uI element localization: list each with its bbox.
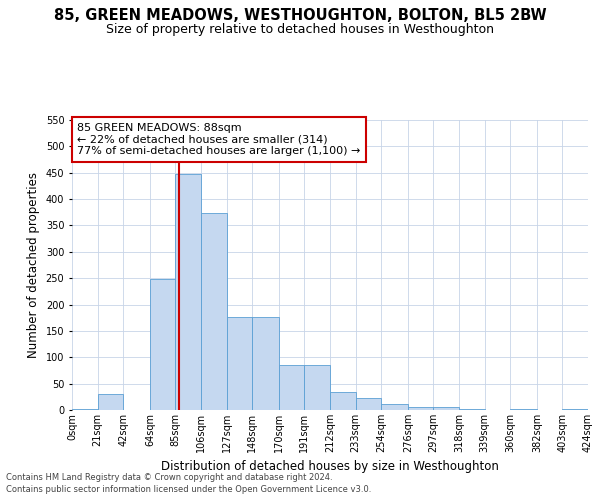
Bar xyxy=(356,398,381,410)
Bar xyxy=(330,392,356,410)
Bar xyxy=(408,408,433,410)
Text: 85, GREEN MEADOWS, WESTHOUGHTON, BOLTON, BL5 2BW: 85, GREEN MEADOWS, WESTHOUGHTON, BOLTON,… xyxy=(53,8,547,22)
Text: 85 GREEN MEADOWS: 88sqm
← 22% of detached houses are smaller (314)
77% of semi-d: 85 GREEN MEADOWS: 88sqm ← 22% of detache… xyxy=(77,123,361,156)
Bar xyxy=(252,317,279,410)
Bar xyxy=(562,409,588,410)
Y-axis label: Number of detached properties: Number of detached properties xyxy=(27,172,40,358)
Text: Size of property relative to detached houses in Westhoughton: Size of property relative to detached ho… xyxy=(106,22,494,36)
Bar xyxy=(227,317,252,410)
X-axis label: Distribution of detached houses by size in Westhoughton: Distribution of detached houses by size … xyxy=(161,460,499,473)
Bar xyxy=(279,365,304,410)
Text: Contains HM Land Registry data © Crown copyright and database right 2024.: Contains HM Land Registry data © Crown c… xyxy=(6,474,332,482)
Bar xyxy=(459,409,485,410)
Bar xyxy=(201,214,227,410)
Bar xyxy=(98,394,123,410)
Bar xyxy=(381,404,408,410)
Bar xyxy=(304,365,330,410)
Bar xyxy=(175,174,201,410)
Bar xyxy=(72,409,98,410)
Bar xyxy=(433,408,459,410)
Bar xyxy=(150,279,175,410)
Text: Contains public sector information licensed under the Open Government Licence v3: Contains public sector information licen… xyxy=(6,485,371,494)
Bar xyxy=(510,409,537,410)
